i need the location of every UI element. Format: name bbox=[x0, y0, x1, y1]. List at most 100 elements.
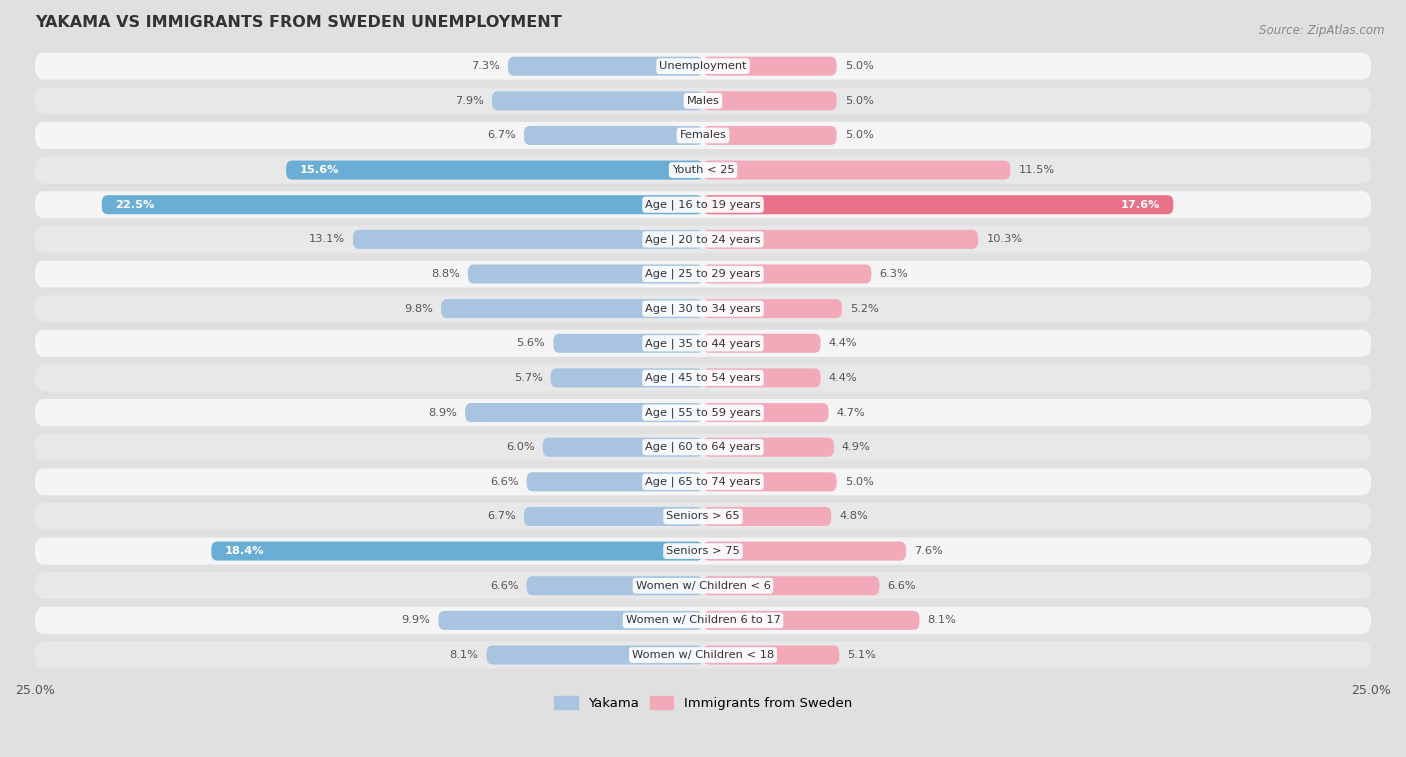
Text: 8.9%: 8.9% bbox=[429, 407, 457, 418]
FancyBboxPatch shape bbox=[35, 122, 1371, 149]
FancyBboxPatch shape bbox=[703, 230, 979, 249]
FancyBboxPatch shape bbox=[35, 53, 1371, 79]
Text: 5.7%: 5.7% bbox=[513, 373, 543, 383]
Text: 7.9%: 7.9% bbox=[456, 96, 484, 106]
FancyBboxPatch shape bbox=[703, 576, 879, 595]
FancyBboxPatch shape bbox=[35, 641, 1371, 668]
FancyBboxPatch shape bbox=[524, 126, 703, 145]
Text: 4.8%: 4.8% bbox=[839, 512, 868, 522]
Text: Age | 25 to 29 years: Age | 25 to 29 years bbox=[645, 269, 761, 279]
Text: 6.7%: 6.7% bbox=[488, 130, 516, 141]
FancyBboxPatch shape bbox=[441, 299, 703, 318]
FancyBboxPatch shape bbox=[703, 438, 834, 456]
Text: 6.6%: 6.6% bbox=[489, 477, 519, 487]
FancyBboxPatch shape bbox=[486, 646, 703, 665]
Text: 9.8%: 9.8% bbox=[405, 304, 433, 313]
Text: Age | 60 to 64 years: Age | 60 to 64 years bbox=[645, 442, 761, 453]
FancyBboxPatch shape bbox=[703, 334, 821, 353]
Text: 15.6%: 15.6% bbox=[299, 165, 339, 175]
FancyBboxPatch shape bbox=[703, 369, 821, 388]
FancyBboxPatch shape bbox=[35, 192, 1371, 218]
FancyBboxPatch shape bbox=[35, 364, 1371, 391]
Text: 8.8%: 8.8% bbox=[432, 269, 460, 279]
Text: 11.5%: 11.5% bbox=[1018, 165, 1054, 175]
FancyBboxPatch shape bbox=[703, 160, 1011, 179]
Text: Age | 30 to 34 years: Age | 30 to 34 years bbox=[645, 304, 761, 314]
Text: 6.0%: 6.0% bbox=[506, 442, 534, 452]
Text: 8.1%: 8.1% bbox=[450, 650, 478, 660]
FancyBboxPatch shape bbox=[35, 399, 1371, 426]
FancyBboxPatch shape bbox=[703, 507, 831, 526]
Text: 6.3%: 6.3% bbox=[879, 269, 908, 279]
FancyBboxPatch shape bbox=[439, 611, 703, 630]
Text: Women w/ Children < 18: Women w/ Children < 18 bbox=[631, 650, 775, 660]
Text: Males: Males bbox=[686, 96, 720, 106]
FancyBboxPatch shape bbox=[703, 541, 905, 561]
Text: 17.6%: 17.6% bbox=[1121, 200, 1160, 210]
FancyBboxPatch shape bbox=[211, 541, 703, 561]
FancyBboxPatch shape bbox=[35, 434, 1371, 461]
FancyBboxPatch shape bbox=[35, 87, 1371, 114]
FancyBboxPatch shape bbox=[35, 607, 1371, 634]
Text: 10.3%: 10.3% bbox=[986, 235, 1022, 245]
Text: 4.4%: 4.4% bbox=[828, 338, 858, 348]
FancyBboxPatch shape bbox=[524, 507, 703, 526]
Text: Unemployment: Unemployment bbox=[659, 61, 747, 71]
Text: Age | 65 to 74 years: Age | 65 to 74 years bbox=[645, 477, 761, 487]
FancyBboxPatch shape bbox=[703, 472, 837, 491]
Legend: Yakama, Immigrants from Sweden: Yakama, Immigrants from Sweden bbox=[548, 691, 858, 715]
FancyBboxPatch shape bbox=[35, 572, 1371, 600]
Text: 5.1%: 5.1% bbox=[848, 650, 876, 660]
Text: Age | 16 to 19 years: Age | 16 to 19 years bbox=[645, 200, 761, 210]
Text: Women w/ Children 6 to 17: Women w/ Children 6 to 17 bbox=[626, 615, 780, 625]
FancyBboxPatch shape bbox=[465, 403, 703, 422]
Text: 6.6%: 6.6% bbox=[489, 581, 519, 590]
FancyBboxPatch shape bbox=[703, 403, 828, 422]
FancyBboxPatch shape bbox=[35, 295, 1371, 322]
Text: 5.0%: 5.0% bbox=[845, 96, 873, 106]
FancyBboxPatch shape bbox=[703, 92, 837, 111]
FancyBboxPatch shape bbox=[35, 537, 1371, 565]
FancyBboxPatch shape bbox=[468, 264, 703, 284]
Text: 9.9%: 9.9% bbox=[402, 615, 430, 625]
Text: 8.1%: 8.1% bbox=[928, 615, 956, 625]
Text: 7.6%: 7.6% bbox=[914, 546, 943, 556]
Text: 4.9%: 4.9% bbox=[842, 442, 870, 452]
FancyBboxPatch shape bbox=[527, 576, 703, 595]
Text: Women w/ Children < 6: Women w/ Children < 6 bbox=[636, 581, 770, 590]
FancyBboxPatch shape bbox=[703, 264, 872, 284]
Text: 5.0%: 5.0% bbox=[845, 61, 873, 71]
Text: 7.3%: 7.3% bbox=[471, 61, 501, 71]
FancyBboxPatch shape bbox=[35, 469, 1371, 495]
Text: Seniors > 75: Seniors > 75 bbox=[666, 546, 740, 556]
Text: Age | 45 to 54 years: Age | 45 to 54 years bbox=[645, 372, 761, 383]
Text: 18.4%: 18.4% bbox=[225, 546, 264, 556]
FancyBboxPatch shape bbox=[287, 160, 703, 179]
Text: 5.2%: 5.2% bbox=[851, 304, 879, 313]
FancyBboxPatch shape bbox=[703, 611, 920, 630]
FancyBboxPatch shape bbox=[353, 230, 703, 249]
Text: 5.0%: 5.0% bbox=[845, 477, 873, 487]
Text: Seniors > 65: Seniors > 65 bbox=[666, 512, 740, 522]
Text: YAKAMA VS IMMIGRANTS FROM SWEDEN UNEMPLOYMENT: YAKAMA VS IMMIGRANTS FROM SWEDEN UNEMPLO… bbox=[35, 15, 561, 30]
FancyBboxPatch shape bbox=[35, 226, 1371, 253]
FancyBboxPatch shape bbox=[703, 126, 837, 145]
Text: Age | 35 to 44 years: Age | 35 to 44 years bbox=[645, 338, 761, 348]
Text: 5.6%: 5.6% bbox=[516, 338, 546, 348]
Text: 4.4%: 4.4% bbox=[828, 373, 858, 383]
FancyBboxPatch shape bbox=[703, 646, 839, 665]
Text: 6.7%: 6.7% bbox=[488, 512, 516, 522]
FancyBboxPatch shape bbox=[35, 503, 1371, 530]
Text: 5.0%: 5.0% bbox=[845, 130, 873, 141]
Text: 13.1%: 13.1% bbox=[309, 235, 344, 245]
FancyBboxPatch shape bbox=[35, 157, 1371, 184]
Text: Females: Females bbox=[679, 130, 727, 141]
Text: 4.7%: 4.7% bbox=[837, 407, 865, 418]
FancyBboxPatch shape bbox=[543, 438, 703, 456]
Text: Age | 55 to 59 years: Age | 55 to 59 years bbox=[645, 407, 761, 418]
FancyBboxPatch shape bbox=[554, 334, 703, 353]
Text: Age | 20 to 24 years: Age | 20 to 24 years bbox=[645, 234, 761, 245]
FancyBboxPatch shape bbox=[492, 92, 703, 111]
FancyBboxPatch shape bbox=[703, 195, 1174, 214]
Text: 6.6%: 6.6% bbox=[887, 581, 917, 590]
